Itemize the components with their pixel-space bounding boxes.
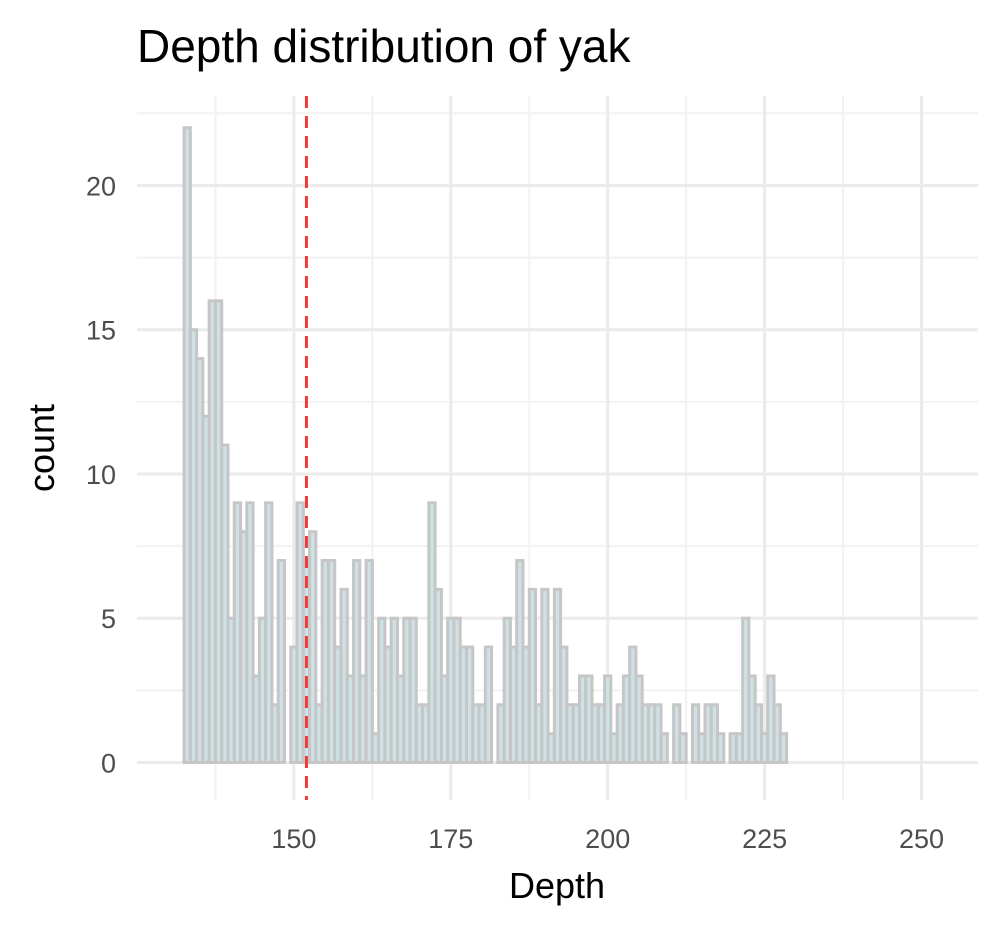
- histogram-bar: [659, 732, 669, 764]
- histogram-bar: [264, 501, 274, 764]
- x-axis-title: Depth: [509, 865, 605, 906]
- histogram-bar: [603, 674, 613, 764]
- y-tick-label: 20: [86, 171, 116, 201]
- histogram-bar: [483, 645, 494, 764]
- histogram-bar: [352, 559, 362, 764]
- x-tick-label: 250: [899, 824, 944, 854]
- y-tick-label: 10: [86, 460, 116, 490]
- histogram-bar: [308, 530, 318, 764]
- histogram-bar: [540, 587, 550, 764]
- y-axis-ticks: 0 5 10 15 20: [86, 171, 116, 778]
- y-tick-label: 5: [101, 604, 116, 634]
- histogram-bar: [245, 501, 255, 764]
- histogram-bar: [276, 559, 286, 764]
- histogram-bar: [716, 732, 726, 764]
- x-axis-ticks: 150 175 200 225 250: [271, 824, 944, 854]
- histogram-bar: [678, 732, 688, 764]
- histogram-bar: [527, 587, 538, 764]
- x-tick-label: 150: [271, 824, 316, 854]
- histogram-bar: [408, 616, 418, 764]
- x-tick-label: 175: [428, 824, 473, 854]
- histogram-bar: [364, 559, 374, 764]
- y-tick-label: 0: [101, 748, 116, 778]
- histogram-bar: [778, 732, 789, 764]
- chart-title: Depth distribution of yak: [137, 20, 631, 72]
- x-tick-label: 225: [742, 824, 787, 854]
- histogram-bar: [220, 443, 230, 764]
- y-tick-label: 15: [86, 316, 116, 346]
- x-tick-label: 200: [585, 824, 630, 854]
- y-axis-title: count: [21, 404, 62, 492]
- histogram-bars: [182, 126, 789, 764]
